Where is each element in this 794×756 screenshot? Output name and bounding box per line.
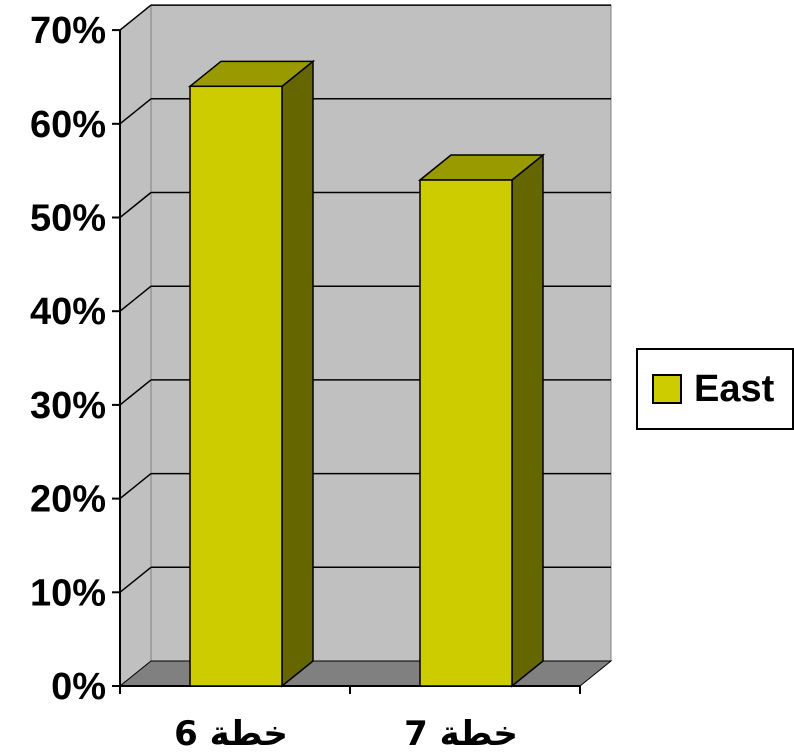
bar-1: [187, 59, 316, 688]
bars: [187, 59, 546, 688]
side-wall: [119, 4, 152, 688]
bar-1-front: [189, 85, 283, 687]
x-axis-category-labels: 6 خطة 7 خطة: [174, 714, 518, 754]
bar-2-side: [511, 153, 544, 688]
legend-swatch: [652, 374, 682, 404]
gridline-side-5: [119, 191, 152, 219]
legend-label-east: East: [694, 367, 775, 410]
bar-2-front: [419, 179, 513, 687]
gridline-side-3: [119, 379, 152, 406]
x-category-label-1: 6 خطة: [174, 714, 288, 754]
y-tick-label-5: 50%: [30, 198, 106, 240]
y-tick-label-6: 60%: [30, 104, 106, 146]
gridline-side-2: [119, 473, 152, 500]
x-category-label-2: 7 خطة: [404, 714, 518, 754]
y-tick-label-0: 0%: [51, 666, 106, 708]
gridline-side-1: [119, 566, 152, 593]
gridline-side-4: [119, 285, 152, 312]
y-axis-tick-labels: 0% 10% 20% 30% 40% 50% 60% 70%: [30, 10, 106, 708]
bar-1-side: [281, 59, 314, 688]
gridline-side-7: [119, 4, 152, 31]
legend: East: [636, 348, 794, 430]
y-tick-label-1: 10%: [30, 572, 106, 614]
y-tick-label-7: 70%: [30, 10, 106, 52]
y-tick-label-2: 20%: [30, 479, 106, 521]
y-tick-label-3: 30%: [30, 385, 106, 427]
bar-2: [417, 153, 546, 688]
y-tick-label-4: 40%: [30, 291, 106, 333]
gridline-side-6: [119, 98, 152, 125]
